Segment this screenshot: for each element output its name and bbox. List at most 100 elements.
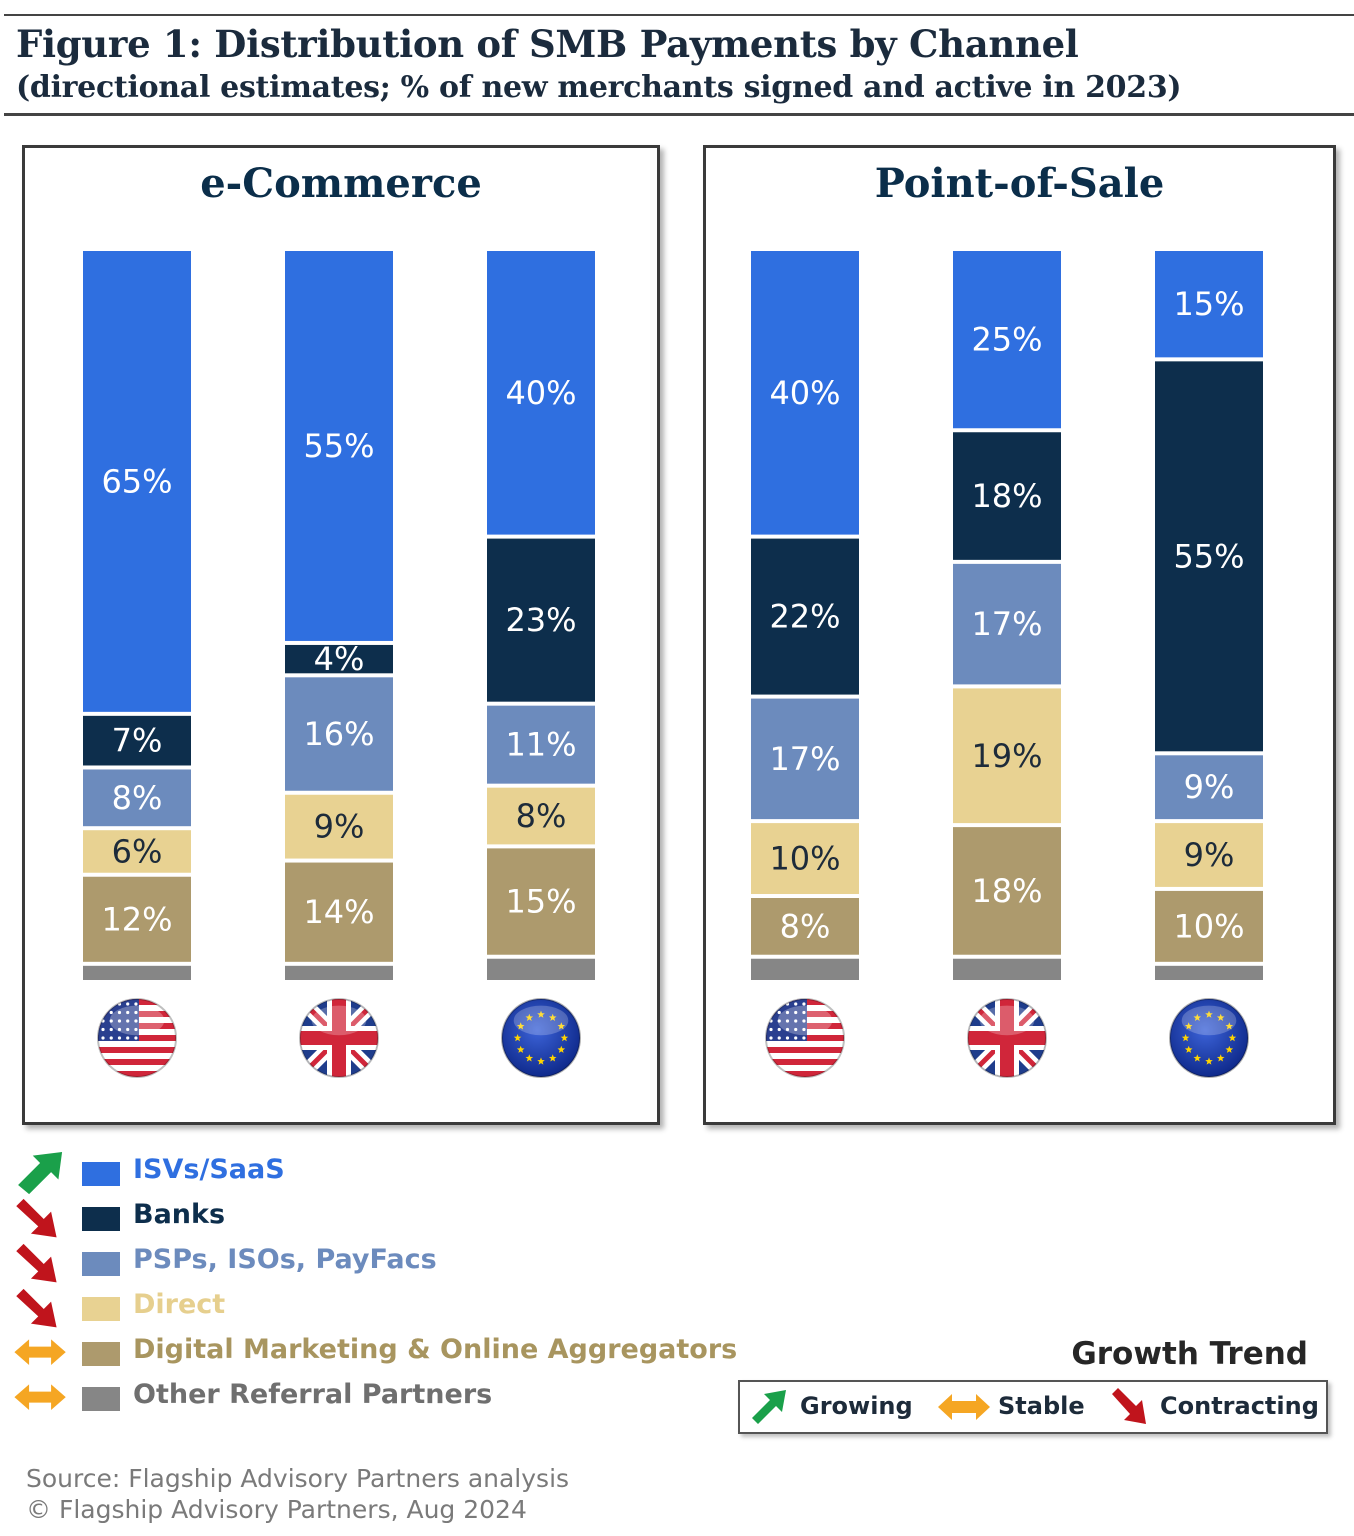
legend-swatch — [82, 1162, 120, 1186]
legend-item-digital-marketing-online-aggregators: Digital Marketing & Online Aggregators — [10, 1332, 737, 1372]
data-label-point-of-sale-eu-direct: 9% — [1184, 836, 1235, 874]
bar-e-commerce-us-digital-marketing-online-aggregators — [83, 876, 191, 962]
data-label-e-commerce-eu-isvs-saas: 40% — [505, 374, 576, 412]
chart-footer: Source: Flagship Advisory Partners analy… — [26, 1463, 569, 1525]
legend-label: PSPs, ISOs, PayFacs — [133, 1244, 437, 1275]
bar-point-of-sale-uk-direct — [953, 688, 1061, 824]
bar-point-of-sale-uk-banks — [953, 432, 1061, 560]
bar-point-of-sale-us-direct — [751, 823, 859, 895]
bar-point-of-sale-uk-isvs-saas — [953, 251, 1061, 429]
bar-point-of-sale-eu-psps-isos-payfacs — [1155, 755, 1263, 820]
data-label-e-commerce-eu-digital-marketing-online-aggregators: 15% — [505, 883, 576, 921]
figure-title: Figure 1: Distribution of SMB Payments b… — [16, 22, 1079, 66]
growth-trend-growing: Growing — [748, 1386, 918, 1428]
data-label-e-commerce-uk-digital-marketing-online-aggregators: 14% — [303, 893, 374, 931]
legend-label: Digital Marketing & Online Aggregators — [133, 1334, 738, 1365]
stable-arrow-icon — [14, 1339, 66, 1365]
point-of-sale-chart: 40% 22% 17% 10% 8% 25% 18% 17% 19% 18% 15% 55% 9% 9% 1… — [751, 251, 1263, 1078]
legend-label: Other Referral Partners — [133, 1379, 493, 1410]
data-label-e-commerce-uk-isvs-saas: 55% — [303, 427, 374, 465]
bar-e-commerce-uk-digital-marketing-online-aggregators — [285, 862, 393, 962]
growth-trend-stable: Stable — [936, 1386, 1086, 1428]
eu-flag-icon — [1169, 998, 1249, 1078]
bar-point-of-sale-eu-banks — [1155, 361, 1263, 752]
us-flag-icon — [765, 998, 845, 1078]
data-label-point-of-sale-uk-direct: 19% — [971, 737, 1042, 775]
legend-label: Direct — [133, 1289, 226, 1320]
contracting-arrow-icon — [16, 1243, 57, 1283]
data-label-e-commerce-us-direct: 6% — [112, 832, 163, 870]
data-label-e-commerce-eu-psps-isos-payfacs: 11% — [505, 726, 576, 764]
bar-e-commerce-uk-direct — [285, 794, 393, 859]
data-label-point-of-sale-uk-isvs-saas: 25% — [971, 321, 1042, 359]
bar-e-commerce-us-other-referral-partners — [83, 965, 191, 980]
data-label-point-of-sale-uk-digital-marketing-online-aggregators: 18% — [971, 872, 1042, 910]
growth-trend-contracting: Contracting — [1108, 1386, 1322, 1428]
stable-arrow-icon — [14, 1384, 66, 1410]
ecommerce-chart: 65% 7% 8% 6% 12% 55% 4% 16% 9% 14% 40% 23% 11% 8% 15% — [83, 251, 595, 1078]
data-label-e-commerce-uk-direct: 9% — [314, 808, 365, 846]
bar-point-of-sale-uk-other-referral-partners — [953, 958, 1061, 980]
stable-label: Stable — [998, 1392, 1085, 1420]
legend-item-banks: Banks — [10, 1197, 730, 1238]
bar-e-commerce-eu-psps-isos-payfacs — [487, 705, 595, 784]
contracting-label: Contracting — [1160, 1392, 1319, 1420]
bar-point-of-sale-eu-digital-marketing-online-aggregators — [1155, 890, 1263, 962]
bar-point-of-sale-us-psps-isos-payfacs — [751, 698, 859, 820]
bar-point-of-sale-us-banks — [751, 538, 859, 695]
legend-swatch — [82, 1342, 120, 1366]
growth-trend-title: Growth Trend — [1071, 1336, 1308, 1372]
bar-point-of-sale-us-isvs-saas — [751, 251, 859, 535]
data-label-point-of-sale-uk-banks: 18% — [971, 477, 1042, 515]
legend-item-psps-isos-payfacs: PSPs, ISOs, PayFacs — [10, 1242, 730, 1283]
data-label-point-of-sale-us-psps-isos-payfacs: 17% — [769, 740, 840, 778]
uk-flag-icon — [299, 998, 379, 1078]
legend-swatch — [82, 1297, 120, 1321]
legend-item-other-referral-partners: Other Referral Partners — [10, 1377, 730, 1417]
contracting-arrow-icon — [1112, 1388, 1146, 1424]
bar-e-commerce-eu-direct — [487, 787, 595, 845]
bar-point-of-sale-eu-direct — [1155, 823, 1263, 887]
legend-item-direct: Direct — [10, 1287, 730, 1328]
growing-arrow-icon — [752, 1390, 786, 1424]
contracting-arrow-icon — [16, 1288, 57, 1328]
bar-point-of-sale-eu-other-referral-partners — [1155, 965, 1263, 980]
bar-point-of-sale-uk-psps-isos-payfacs — [953, 563, 1061, 685]
bar-e-commerce-eu-digital-marketing-online-aggregators — [487, 848, 595, 955]
bar-e-commerce-us-direct — [83, 830, 191, 873]
data-label-point-of-sale-eu-digital-marketing-online-aggregators: 10% — [1173, 907, 1244, 945]
source-note: Source: Flagship Advisory Partners analy… — [26, 1464, 570, 1493]
legend-label: Banks — [133, 1199, 226, 1230]
bar-e-commerce-us-psps-isos-payfacs — [83, 769, 191, 827]
copyright-note: © Flagship Advisory Partners, Aug 2024 — [26, 1495, 527, 1524]
legend-swatch — [82, 1207, 120, 1231]
growing-label: Growing — [800, 1392, 913, 1420]
data-label-e-commerce-uk-psps-isos-payfacs: 16% — [303, 715, 374, 753]
data-label-e-commerce-us-digital-marketing-online-aggregators: 12% — [101, 900, 172, 938]
data-label-point-of-sale-us-banks: 22% — [769, 598, 840, 636]
figure-subtitle: (directional estimates; % of new merchan… — [16, 70, 1182, 105]
legend-label: ISVs/SaaS — [133, 1154, 285, 1185]
legend-swatch — [82, 1252, 120, 1276]
data-label-point-of-sale-eu-banks: 55% — [1173, 537, 1244, 575]
data-label-point-of-sale-us-isvs-saas: 40% — [769, 374, 840, 412]
bar-e-commerce-eu-isvs-saas — [487, 251, 595, 535]
bar-point-of-sale-eu-isvs-saas — [1155, 251, 1263, 358]
bar-e-commerce-eu-banks — [487, 538, 595, 702]
data-label-point-of-sale-us-digital-marketing-online-aggregators: 8% — [780, 907, 831, 945]
contracting-arrow-icon — [16, 1198, 57, 1238]
us-flag-icon — [97, 998, 177, 1078]
data-label-point-of-sale-eu-isvs-saas: 15% — [1173, 285, 1244, 323]
growth-trend-key: Growing Stable Contracting — [738, 1380, 1328, 1434]
eu-flag-icon — [501, 998, 581, 1078]
legend-item-isvs-saas: ISVs/SaaS — [10, 1152, 730, 1195]
stable-arrow-icon — [938, 1394, 990, 1420]
data-label-e-commerce-us-isvs-saas: 65% — [101, 462, 172, 500]
data-label-e-commerce-eu-banks: 23% — [505, 601, 576, 639]
title-bottom-rule — [4, 113, 1354, 116]
figure-header: Figure 1: Distribution of SMB Payments b… — [16, 20, 1346, 108]
data-label-e-commerce-us-banks: 7% — [112, 722, 163, 760]
bar-point-of-sale-us-digital-marketing-online-aggregators — [751, 898, 859, 955]
bar-e-commerce-uk-isvs-saas — [285, 251, 393, 641]
point-of-sale-panel-title: Point-of-Sale — [874, 160, 1165, 207]
